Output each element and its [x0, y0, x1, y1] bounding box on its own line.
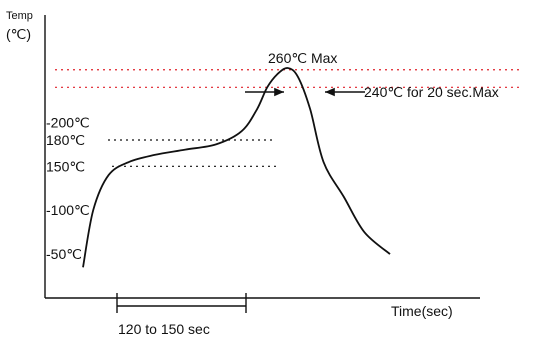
y-tick-label: 150℃	[46, 158, 85, 174]
y-tick-label: 180℃	[46, 132, 85, 148]
y-axis-unit: (℃)	[6, 26, 31, 42]
y-tick-label: -200℃	[46, 114, 90, 130]
temperature-curve	[82, 67, 391, 268]
y-axis-label: Temp	[6, 10, 33, 22]
y-tick-label: -100℃	[46, 202, 90, 218]
peak-annotation: 260℃ Max	[268, 50, 337, 66]
x-axis-label: Time(sec)	[391, 303, 453, 319]
soak-annotation: 120 to 150 sec	[118, 321, 210, 337]
dwell-annotation: 240℃ for 20 sec.Max	[364, 84, 499, 100]
y-tick-label: -50℃	[46, 246, 82, 262]
